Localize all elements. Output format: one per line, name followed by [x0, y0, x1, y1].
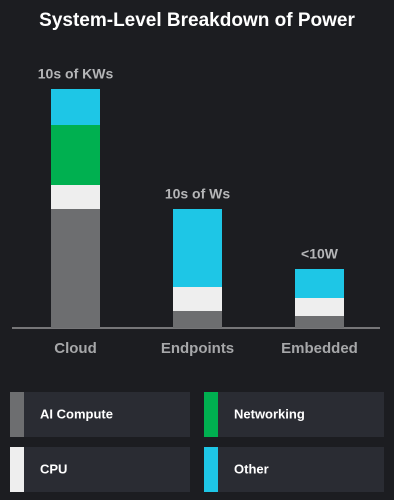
bar-annotation: <10W	[301, 246, 339, 262]
bar-segment	[51, 89, 100, 125]
legend-label: Other	[234, 461, 269, 476]
bar-segment	[173, 311, 222, 328]
bar-segment	[173, 209, 222, 287]
legend-box	[10, 447, 190, 492]
bar-segment	[51, 125, 100, 185]
chart-title: System-Level Breakdown of Power	[39, 10, 355, 31]
bar-segment	[295, 269, 344, 298]
legend-box	[10, 392, 190, 437]
bar-annotation: 10s of Ws	[165, 186, 231, 202]
legend-swatch	[204, 392, 218, 437]
legend-box	[204, 392, 384, 437]
bar-segment	[51, 209, 100, 328]
legend-swatch	[204, 447, 218, 492]
bar-segment	[295, 298, 344, 316]
legend-label: Networking	[234, 406, 305, 421]
legend-box	[204, 447, 384, 492]
bar-segment	[173, 287, 222, 311]
bar-segment	[51, 185, 100, 209]
legend-swatch	[10, 447, 24, 492]
x-tick-label: Endpoints	[161, 340, 234, 357]
x-tick-label: Cloud	[54, 340, 97, 357]
bar-annotation: 10s of KWs	[38, 66, 114, 82]
x-tick-label: Embedded	[281, 340, 358, 357]
bar-segment	[295, 316, 344, 328]
legend-label: CPU	[40, 461, 67, 476]
legend-swatch	[10, 392, 24, 437]
legend-label: AI Compute	[40, 406, 113, 421]
